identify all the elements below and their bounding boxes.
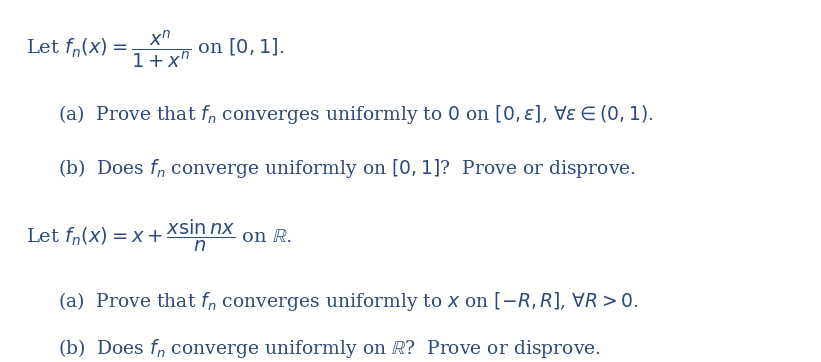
Text: Let $f_n(x) = \dfrac{x^n}{1+x^n}$ on $[0, 1]$.: Let $f_n(x) = \dfrac{x^n}{1+x^n}$ on $[0…: [25, 29, 285, 70]
Text: Let $f_n(x) = x + \dfrac{x\sin nx}{n}$ on $\mathbb{R}$.: Let $f_n(x) = x + \dfrac{x\sin nx}{n}$ o…: [25, 218, 292, 254]
Text: (b)  Does $f_n$ converge uniformly on $[0, 1]$?  Prove or disprove.: (b) Does $f_n$ converge uniformly on $[0…: [58, 157, 636, 180]
Text: (b)  Does $f_n$ converge uniformly on $\mathbb{R}$?  Prove or disprove.: (b) Does $f_n$ converge uniformly on $\m…: [58, 337, 601, 360]
Text: (a)  Prove that $f_n$ converges uniformly to $x$ on $[-R, R]$, $\forall R > 0$.: (a) Prove that $f_n$ converges uniformly…: [58, 290, 640, 312]
Text: (a)  Prove that $f_n$ converges uniformly to $0$ on $[0, \epsilon]$, $\forall \e: (a) Prove that $f_n$ converges uniformly…: [58, 103, 654, 126]
